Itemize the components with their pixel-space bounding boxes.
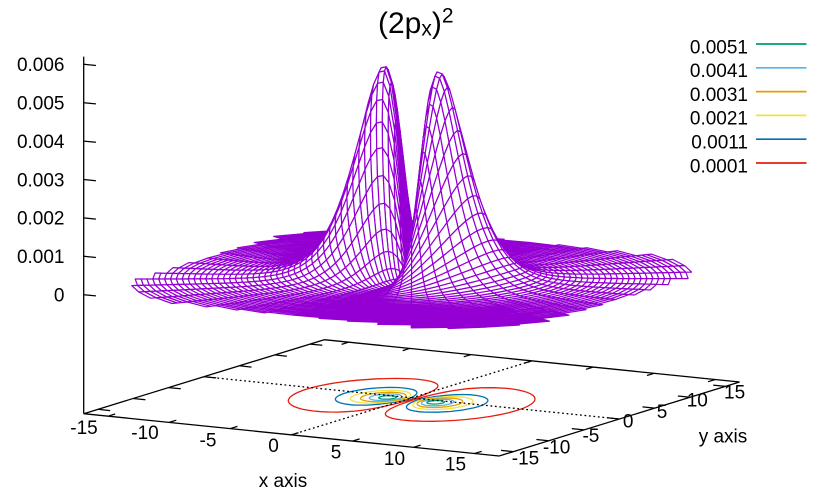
svg-text:15: 15 [724,382,745,403]
svg-text:10: 10 [384,449,405,470]
svg-text:0.006: 0.006 [17,55,65,76]
svg-text:0.004: 0.004 [17,132,65,153]
svg-text:0.0021: 0.0021 [690,109,748,130]
svg-text:0.0031: 0.0031 [690,85,748,106]
svg-text:(2px)2: (2px)2 [378,5,454,41]
svg-text:5: 5 [331,443,342,464]
svg-text:0.0041: 0.0041 [690,61,748,82]
svg-text:0.0051: 0.0051 [690,37,748,58]
svg-text:0: 0 [623,411,634,432]
svg-text:-15: -15 [512,449,539,470]
svg-text:-5: -5 [582,426,599,447]
svg-text:x axis: x axis [259,471,308,492]
svg-text:-15: -15 [70,418,97,439]
svg-text:0.001: 0.001 [17,247,65,268]
svg-text:5: 5 [657,402,668,423]
svg-text:0: 0 [54,286,65,307]
svg-text:0.005: 0.005 [17,94,65,115]
svg-text:0.002: 0.002 [17,209,65,230]
svg-text:0.003: 0.003 [17,170,65,191]
svg-text:-10: -10 [543,437,570,458]
svg-text:0.0011: 0.0011 [691,133,748,154]
svg-text:0.0001: 0.0001 [690,156,748,177]
svg-text:-10: -10 [131,423,158,444]
svg-text:y axis: y axis [699,427,748,448]
svg-text:-5: -5 [200,430,217,451]
svg-text:10: 10 [687,391,708,412]
svg-text:0: 0 [268,436,279,457]
svg-text:15: 15 [445,454,466,475]
